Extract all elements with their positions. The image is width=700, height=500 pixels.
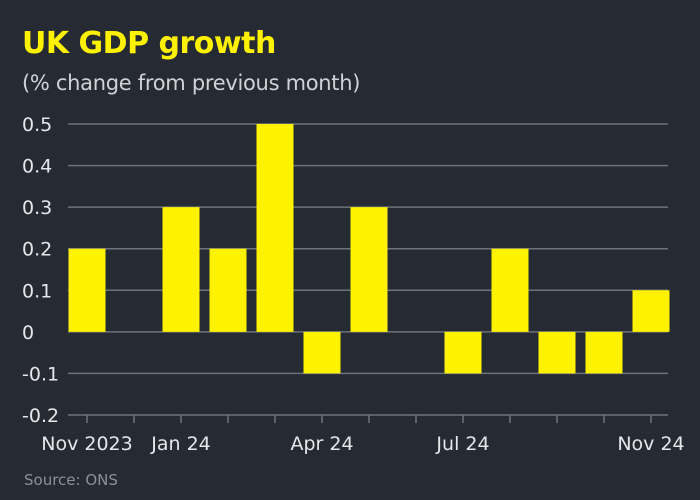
y-tick-label: 0 bbox=[22, 322, 34, 344]
bar-12 bbox=[632, 290, 670, 332]
bars bbox=[68, 124, 670, 374]
x-axis-ticks: Nov 2023 Jan 24 Apr 24 Jul 24 Nov 24 bbox=[41, 415, 685, 455]
x-tick-label: Nov 2023 bbox=[41, 433, 132, 455]
y-tick-label: 0.5 bbox=[22, 114, 52, 136]
bar-9 bbox=[491, 248, 529, 332]
bar-6 bbox=[350, 207, 388, 332]
y-tick-label: 0.4 bbox=[22, 156, 52, 178]
y-tick-label: -0.2 bbox=[22, 405, 59, 427]
bar-4 bbox=[256, 124, 294, 332]
x-tick-label: Apr 24 bbox=[290, 433, 353, 455]
y-axis-ticks: 0.5 0.4 0.3 0.2 0.1 0 -0.1 -0.2 bbox=[22, 114, 59, 427]
bar-0 bbox=[68, 248, 106, 332]
source-note: Source: ONS bbox=[24, 471, 118, 489]
bar-10 bbox=[538, 331, 576, 374]
bar-8 bbox=[444, 331, 482, 374]
y-tick-label: 0.3 bbox=[22, 197, 52, 219]
x-tick-label: Jan 24 bbox=[150, 433, 211, 455]
y-tick-label: 0.2 bbox=[22, 239, 52, 261]
bar-5 bbox=[303, 331, 341, 374]
x-tick-label: Nov 24 bbox=[617, 433, 684, 455]
chart-title: UK GDP growth bbox=[22, 26, 276, 61]
bar-11 bbox=[585, 331, 623, 374]
bar-3 bbox=[209, 248, 247, 332]
y-tick-label: 0.1 bbox=[22, 280, 52, 302]
x-tick-label: Jul 24 bbox=[435, 433, 489, 455]
chart-subtitle: (% change from previous month) bbox=[22, 71, 361, 95]
bar-2 bbox=[162, 207, 200, 332]
y-tick-label: -0.1 bbox=[22, 363, 59, 385]
